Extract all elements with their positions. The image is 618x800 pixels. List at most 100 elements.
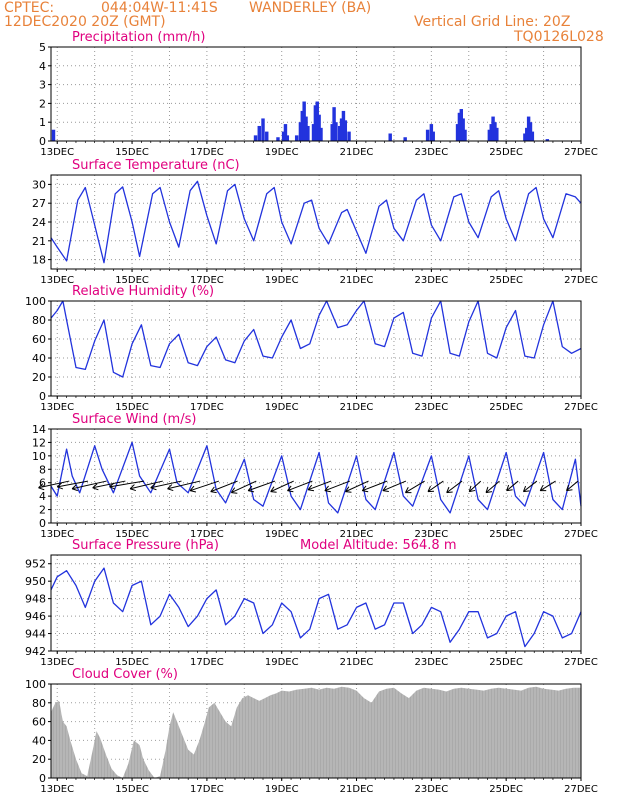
y-tick-label: 3 (39, 79, 46, 92)
wind-arrowhead (231, 492, 238, 494)
x-tick-label: 13DEC (40, 275, 74, 286)
precip-bar (491, 116, 495, 141)
y-tick-label: 40 (32, 734, 46, 747)
wind-arrowhead (150, 483, 156, 489)
x-tick-label: 23DEC (414, 657, 448, 668)
wind-arrowhead (287, 490, 294, 493)
precip-bar (315, 101, 319, 141)
x-tick-label: 15DEC (115, 657, 149, 668)
wind-arrowhead (248, 490, 255, 493)
pressure-title: Surface Pressure (hPa) (72, 538, 219, 553)
precip-bar (403, 137, 407, 141)
wind-arrowhead (468, 485, 472, 492)
y-tick-label: 27 (32, 197, 46, 210)
header-source: CPTEC: (4, 0, 55, 16)
precip-bar (425, 129, 430, 141)
y-tick-label: 948 (25, 593, 46, 606)
precip-bar (319, 127, 323, 141)
x-tick-label: 19DEC (265, 657, 299, 668)
x-tick-label: 25DEC (489, 402, 523, 413)
precip-bar (463, 129, 467, 141)
wind-vector (523, 480, 538, 493)
y-tick-label: 4 (39, 60, 46, 73)
wind-vector (92, 480, 126, 489)
temp-line (50, 180, 582, 264)
wind-arrowhead (522, 485, 527, 492)
precip-frame (50, 46, 582, 142)
header-grid-note: Vertical Grid Line: 20Z (414, 14, 571, 30)
x-tick-label: 13DEC (40, 529, 74, 540)
wind-arrowhead (506, 489, 513, 492)
precip-bar (495, 127, 499, 141)
y-tick-label: 2 (39, 97, 46, 110)
wind-arrowhead (361, 485, 367, 491)
precip-bar (257, 125, 261, 141)
wind-arrowhead (287, 485, 292, 491)
y-tick-label: 21 (32, 235, 46, 248)
wind-arrowhead (167, 484, 173, 490)
precip-bar (311, 124, 316, 141)
wind-arrowhead (57, 486, 64, 490)
precip-bar (459, 109, 463, 141)
precip-bar (51, 129, 56, 141)
wind-arrowhead (485, 491, 493, 494)
y-tick-label: 950 (25, 575, 46, 588)
y-tick-label: 100 (25, 678, 46, 691)
wind-arrowhead (307, 489, 315, 492)
y-tick-label: 946 (25, 610, 46, 623)
wind-arrowhead (129, 488, 137, 492)
pressure-frame (50, 554, 582, 652)
precip-bar (487, 129, 492, 141)
x-tick-label: 27DEC (564, 784, 598, 795)
pressure-annotation: Model Altitude: 564.8 m (300, 538, 457, 553)
wind-arrowhead (230, 487, 236, 493)
wind-arrowhead (566, 489, 573, 492)
header-datetime: 12DEC2020 20Z (GMT) (4, 14, 166, 30)
precip-bar (294, 135, 299, 141)
wind-vector (427, 480, 444, 493)
precip-bar (332, 107, 336, 141)
wind-arrowhead (469, 489, 476, 493)
x-tick-label: 21DEC (340, 784, 374, 795)
y-tick-label: 952 (25, 558, 46, 571)
pressure-line (50, 567, 582, 648)
wind-arrowhead (270, 491, 277, 493)
temp-title: Surface Temperature (nC) (72, 158, 240, 173)
precip-bar (545, 139, 550, 141)
wind-title: Surface Wind (m/s) (72, 412, 196, 427)
header-model-code: TQ0126L028 (514, 29, 604, 45)
x-tick-label: 23DEC (414, 147, 448, 158)
x-tick-label: 21DEC (340, 147, 374, 158)
cloud-area (51, 686, 581, 778)
wind-arrowhead (71, 484, 77, 490)
precip-bar (306, 125, 310, 141)
wind-arrowhead (270, 486, 275, 492)
precip-bar (530, 131, 535, 141)
x-tick-label: 19DEC (265, 402, 299, 413)
wind-arrowhead (427, 485, 431, 492)
wind-vector (150, 480, 182, 489)
y-tick-label: 4 (39, 490, 46, 503)
precip-bar (261, 118, 265, 141)
wind-vector (71, 480, 107, 490)
wind-arrowhead (324, 485, 329, 491)
precip-bar (528, 122, 533, 141)
precip-bar (461, 118, 465, 141)
x-tick-label: 17DEC (190, 275, 224, 286)
precip-bar (526, 116, 531, 141)
precip-bar (455, 124, 460, 141)
wind-arrowhead (109, 486, 116, 490)
wind-arrowhead (109, 482, 115, 488)
wind-arrowhead (92, 483, 98, 489)
wind-vector (506, 480, 519, 492)
precip-bar (525, 127, 529, 141)
x-tick-label: 13DEC (40, 784, 74, 795)
header-coords: 044:04W-11:41S (101, 0, 218, 16)
precip-bar (276, 137, 280, 141)
x-tick-label: 15DEC (115, 402, 149, 413)
wind-vector (270, 480, 294, 493)
x-tick-label: 19DEC (265, 147, 299, 158)
wind-vector (130, 480, 163, 490)
header-location: WANDERLEY (BA) (249, 0, 372, 16)
wind-vector (362, 480, 388, 492)
